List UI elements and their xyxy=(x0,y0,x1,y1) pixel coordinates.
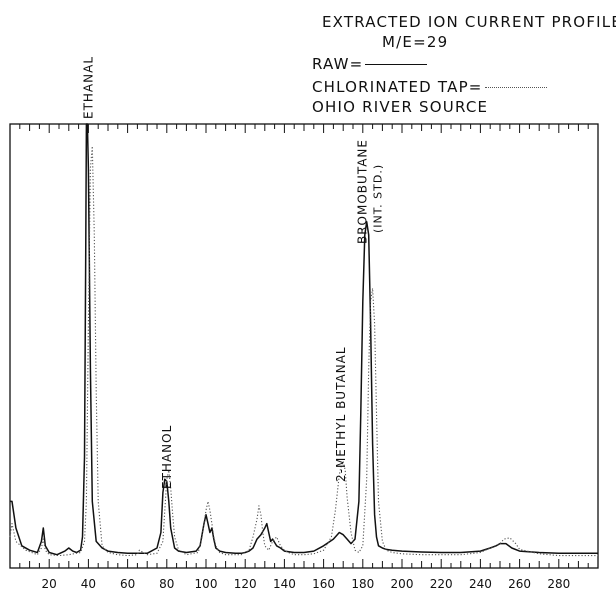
x-tick-label: 220 xyxy=(430,577,453,591)
peak-label: ETHANOL xyxy=(160,425,174,489)
x-axis-ticks: 20 40 60 80 100 120 140 160 180 200 220 240 260 280 xyxy=(9,124,599,591)
series-raw-line xyxy=(10,123,598,556)
x-tick-label: 140 xyxy=(273,577,296,591)
peak-sublabel: (INT. STD.) xyxy=(372,164,385,233)
legend-source-line: OHIO RIVER SOURCE xyxy=(312,98,489,116)
x-tick-label: 160 xyxy=(312,577,335,591)
legend-raw-label: RAW= xyxy=(312,55,364,73)
x-tick-label: 260 xyxy=(508,577,531,591)
series-layer xyxy=(9,123,598,557)
x-tick-label: 240 xyxy=(469,577,492,591)
x-tick-label: 200 xyxy=(391,577,414,591)
x-tick-label: 180 xyxy=(351,577,374,591)
legend-tap: CHLORINATED TAP= xyxy=(312,78,547,96)
x-tick-label: 280 xyxy=(547,577,570,591)
x-tick-label: 20 xyxy=(42,577,57,591)
x-tick-label: 100 xyxy=(195,577,218,591)
chart-title-line1: EXTRACTED ION CURRENT PROFILE xyxy=(322,13,616,31)
legend-raw: RAW= xyxy=(312,55,428,73)
legend-tap-swatch xyxy=(484,87,547,88)
x-tick-label: 40 xyxy=(81,577,96,591)
legend-raw-swatch xyxy=(365,64,428,65)
x-tick-label: 120 xyxy=(234,577,257,591)
series-chlorinated-tap-line xyxy=(9,145,598,557)
chart-title-line2: M/E=29 xyxy=(382,33,449,51)
x-tick-label: 80 xyxy=(159,577,174,591)
peak-label: 2-METHYL BUTANAL xyxy=(334,346,348,482)
legend-tap-label: CHLORINATED TAP= xyxy=(312,78,483,96)
plot-border xyxy=(9,123,599,569)
plot-frame xyxy=(9,123,599,569)
x-tick-label: 60 xyxy=(120,577,135,591)
peak-annotations: ETHANAL ETHANOL 2-METHYL BUTANAL BROMOBUTAN… xyxy=(81,56,384,489)
peak-label: BROMOBUTANE xyxy=(356,139,370,244)
peak-label: ETHANAL xyxy=(81,56,95,119)
